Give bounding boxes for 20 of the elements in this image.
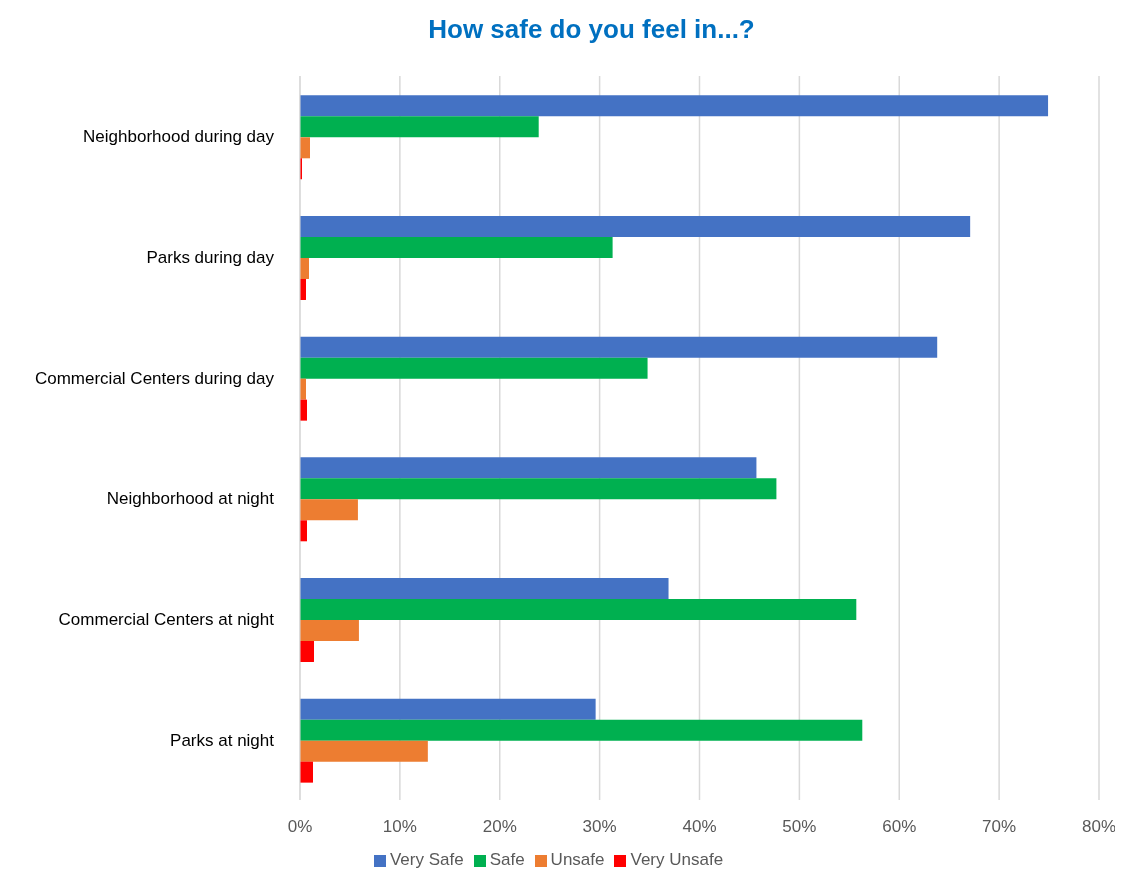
x-tick-label: 50% [782, 817, 817, 837]
x-tick-label: 30% [582, 817, 617, 837]
legend-label: Very Safe [389, 850, 464, 869]
x-tick-label: 40% [682, 817, 717, 837]
y-tick-label: Neighborhood at night [106, 489, 275, 509]
legend-label: Unsafe [550, 850, 605, 869]
legend-label: Very Unsafe [630, 850, 724, 869]
y-tick-label: Commercial Centers during day [34, 368, 275, 388]
y-tick-label: Parks during day [146, 248, 275, 268]
x-tick-label: 70% [982, 817, 1017, 837]
legend-label: Safe [489, 850, 525, 869]
x-tick-label: 10% [382, 817, 417, 837]
y-tick-label: Commercial Centers at night [58, 610, 275, 630]
y-tick-label: Neighborhood during day [83, 127, 275, 147]
x-tick-label: 60% [882, 817, 917, 837]
chart-title: How safe do you feel in...? [427, 13, 756, 46]
y-tick-label: Parks at night [170, 730, 275, 750]
x-tick-label: 20% [482, 817, 517, 837]
x-tick-label: 0% [287, 817, 313, 837]
x-tick-label: 80% [1081, 817, 1117, 837]
